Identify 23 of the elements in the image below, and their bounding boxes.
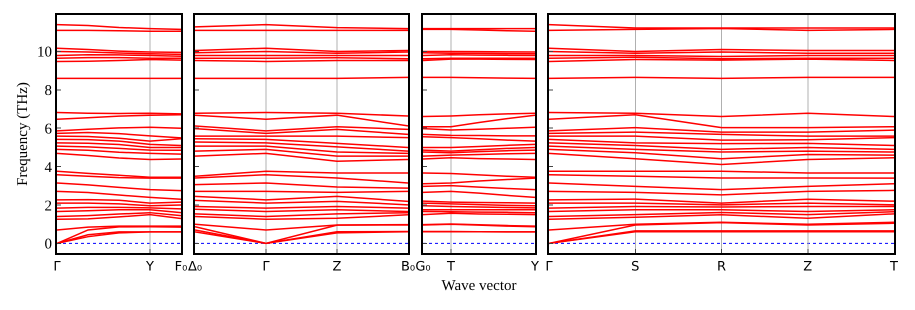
- y-tick-label: 0: [44, 236, 52, 253]
- y-tick-label: 2: [44, 198, 52, 214]
- x-tick-label: G₀: [415, 260, 431, 275]
- y-axis-title: Frequency (THz): [14, 82, 31, 186]
- x-tick-label: S: [631, 260, 640, 275]
- x-tick-label: R: [716, 260, 726, 275]
- x-tick-label: T: [446, 260, 456, 275]
- y-tick-label: 8: [44, 83, 52, 100]
- x-tick-label: Y: [145, 260, 154, 275]
- x-tick-label: Z: [803, 260, 812, 275]
- y-tick-label: 10: [37, 44, 52, 61]
- x-tick-label: F₀: [174, 260, 188, 275]
- x-tick-label: Δ₀: [188, 260, 202, 275]
- x-axis-title: Wave vector: [442, 278, 517, 294]
- x-tick-label: Γ: [545, 260, 554, 275]
- y-tick-label: 6: [44, 121, 52, 138]
- x-tick-label: Γ: [53, 260, 62, 275]
- x-tick-label: B₀: [400, 260, 416, 275]
- y-tick-label: 4: [44, 160, 52, 176]
- x-tick-label: T: [889, 260, 898, 275]
- x-tick-label: Y: [530, 260, 540, 275]
- x-tick-label: Γ: [262, 260, 270, 275]
- x-tick-label: Z: [332, 260, 342, 275]
